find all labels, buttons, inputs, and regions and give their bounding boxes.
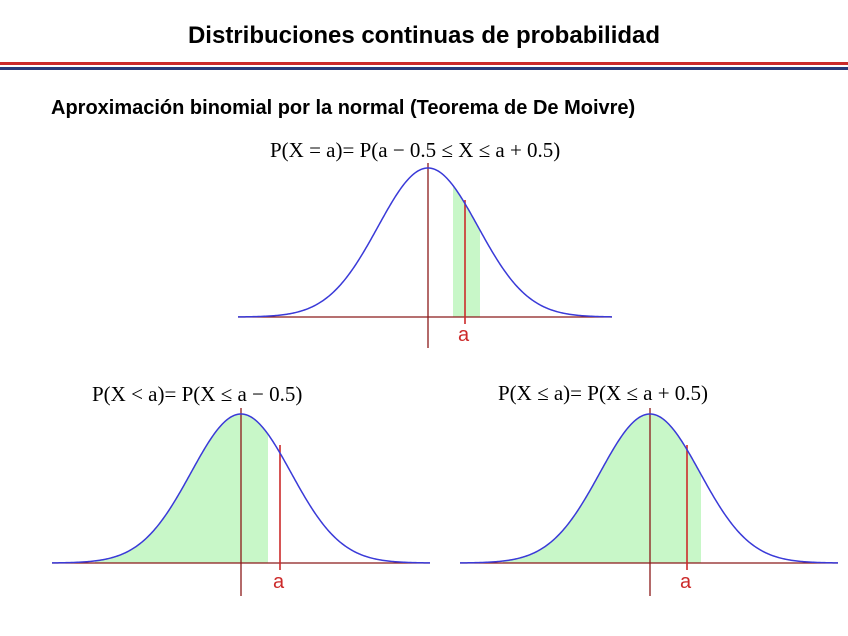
shaded-area-right <box>503 414 701 563</box>
a-label-right: a <box>680 571 692 593</box>
normal-curve-top <box>237 167 613 318</box>
panel-left: a <box>51 408 431 596</box>
panel-top: a <box>237 163 613 348</box>
shaded-area-left <box>95 414 268 563</box>
title-rule-blue <box>0 67 848 70</box>
a-label-top: a <box>458 324 470 346</box>
title-rule-red <box>0 62 848 65</box>
formula-less-equal: P(X ≤ a)= P(X ≤ a + 0.5) <box>498 381 709 405</box>
formula-equal: P(X = a)= P(a − 0.5 ≤ X ≤ a + 0.5) <box>270 138 561 162</box>
normal-curve-right <box>459 413 839 564</box>
section-subtitle: Aproximación binomial por la normal (Teo… <box>51 97 636 119</box>
formula-less-than: P(X < a)= P(X ≤ a − 0.5) <box>92 382 303 406</box>
a-label-left: a <box>273 571 285 593</box>
panel-right: a <box>459 408 839 596</box>
slide-title: Distribuciones continuas de probabilidad <box>187 22 661 49</box>
normal-curve-left <box>51 413 431 564</box>
